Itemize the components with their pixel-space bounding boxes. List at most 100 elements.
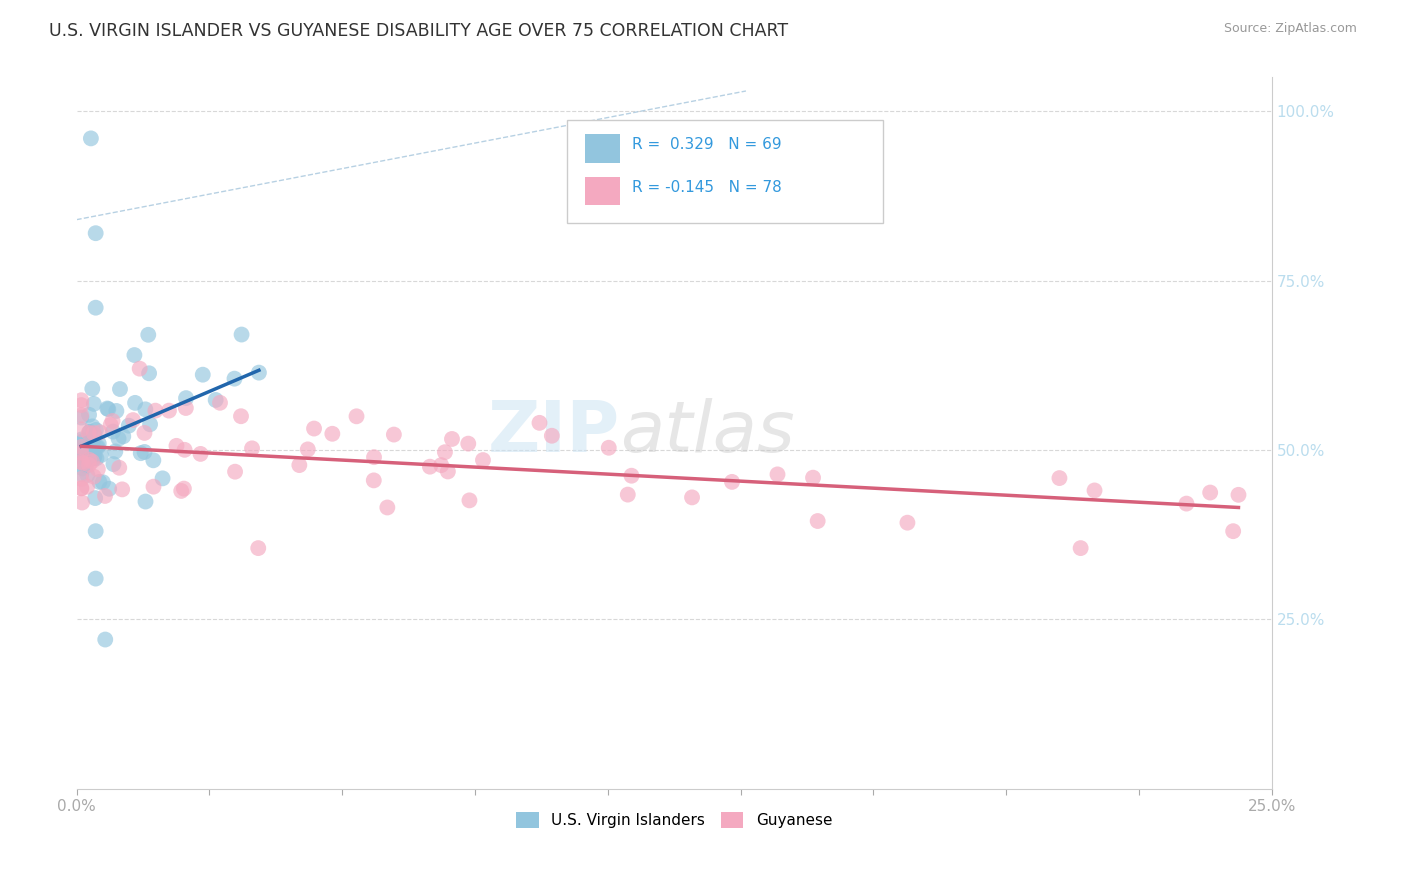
Point <box>224 465 246 479</box>
Point <box>190 447 212 461</box>
Point <box>540 429 562 443</box>
Point <box>166 439 188 453</box>
Point <box>457 436 479 450</box>
Point <box>70 455 93 469</box>
Point <box>72 456 94 470</box>
Point <box>70 450 93 465</box>
Point <box>84 423 107 437</box>
Point <box>70 433 93 447</box>
Point <box>616 487 638 501</box>
Point <box>103 457 125 471</box>
Point <box>84 301 107 315</box>
Point <box>1222 524 1244 538</box>
Point <box>70 482 93 496</box>
Point <box>302 421 325 435</box>
Point <box>807 514 830 528</box>
Point <box>346 409 368 424</box>
Point <box>83 449 105 463</box>
Text: atlas: atlas <box>620 399 794 467</box>
Point <box>101 425 124 439</box>
Point <box>83 397 105 411</box>
Point <box>288 458 311 472</box>
Point <box>105 404 128 418</box>
Point <box>173 442 195 457</box>
Bar <box>585 135 620 162</box>
Point <box>224 372 246 386</box>
Point <box>766 467 789 482</box>
Point <box>204 392 226 407</box>
Point <box>97 402 120 417</box>
Point <box>129 446 152 460</box>
Text: ZIP: ZIP <box>488 399 620 467</box>
Point <box>134 494 156 508</box>
Point <box>134 445 156 459</box>
Point <box>75 458 97 473</box>
Point <box>87 436 110 450</box>
Point <box>75 453 97 467</box>
Point <box>433 445 456 459</box>
Point <box>87 440 110 454</box>
Point <box>94 489 117 503</box>
Point <box>124 348 146 362</box>
Point <box>94 632 117 647</box>
Point <box>240 442 263 456</box>
Point <box>231 327 253 342</box>
Point <box>82 419 104 434</box>
Text: Source: ZipAtlas.com: Source: ZipAtlas.com <box>1223 22 1357 36</box>
Point <box>70 472 93 486</box>
Point <box>83 450 105 465</box>
Point <box>1083 483 1105 498</box>
Point <box>247 366 270 380</box>
Point <box>83 428 105 442</box>
Point <box>139 417 162 432</box>
FancyBboxPatch shape <box>567 120 883 223</box>
Point <box>79 445 101 459</box>
Point <box>91 475 114 490</box>
Bar <box>585 177 620 205</box>
Point <box>111 483 134 497</box>
Point <box>77 425 100 440</box>
Point <box>128 361 150 376</box>
Point <box>84 491 107 505</box>
Point <box>80 454 103 468</box>
Point <box>77 458 100 472</box>
Point <box>70 495 93 509</box>
Point <box>458 493 481 508</box>
Point <box>70 481 93 495</box>
Point <box>440 432 463 446</box>
Point <box>118 418 141 433</box>
Point <box>721 475 744 489</box>
Point <box>77 408 100 422</box>
Point <box>70 410 93 425</box>
Text: R = -0.145   N = 78: R = -0.145 N = 78 <box>633 180 782 195</box>
Point <box>375 500 398 515</box>
Point <box>1227 488 1250 502</box>
Point <box>72 445 94 459</box>
Point <box>89 475 111 489</box>
Point <box>76 480 98 494</box>
Point <box>321 426 343 441</box>
Point <box>363 474 385 488</box>
Point <box>134 425 156 440</box>
Point <box>73 451 96 466</box>
Point <box>76 467 98 482</box>
Point <box>79 448 101 462</box>
Point <box>89 425 111 440</box>
Point <box>896 516 918 530</box>
Point <box>80 131 103 145</box>
Point <box>70 436 93 450</box>
Point <box>75 446 97 460</box>
Point <box>208 396 231 410</box>
Point <box>152 471 174 485</box>
Point <box>70 446 93 460</box>
Point <box>529 416 551 430</box>
Point <box>70 393 93 408</box>
Point <box>98 482 121 496</box>
Point <box>72 434 94 448</box>
Point <box>229 409 252 424</box>
Point <box>70 398 93 412</box>
Point <box>79 425 101 440</box>
Point <box>157 403 180 417</box>
Point <box>72 461 94 475</box>
Point <box>84 572 107 586</box>
